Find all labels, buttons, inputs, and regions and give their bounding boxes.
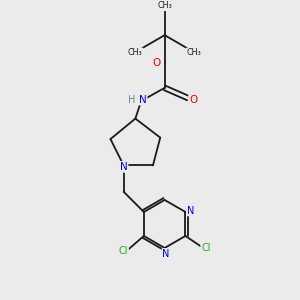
Text: O: O xyxy=(152,58,160,68)
Text: Cl: Cl xyxy=(118,247,128,256)
Text: Cl: Cl xyxy=(201,243,211,253)
Text: N: N xyxy=(139,94,147,105)
Text: N: N xyxy=(187,206,194,215)
Text: CH₃: CH₃ xyxy=(187,48,201,57)
Text: CH₃: CH₃ xyxy=(157,2,172,10)
Text: N: N xyxy=(120,162,128,172)
Text: O: O xyxy=(189,94,197,105)
Text: CH₃: CH₃ xyxy=(128,48,143,57)
Text: N: N xyxy=(162,249,170,259)
Text: H: H xyxy=(128,94,136,105)
